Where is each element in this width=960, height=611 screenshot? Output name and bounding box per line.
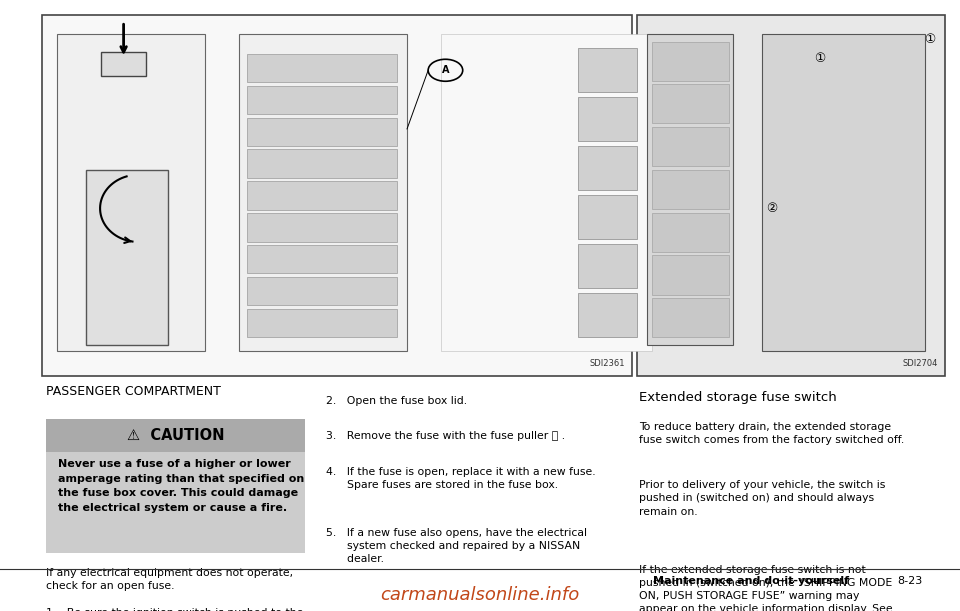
Text: 1.   Be sure the ignition switch is pushed to the
      OFF or LOCK position and: 1. Be sure the ignition switch is pushed… xyxy=(46,608,303,611)
Bar xyxy=(647,34,733,345)
Bar xyxy=(247,181,397,210)
Bar xyxy=(247,86,397,114)
Text: SDI2361: SDI2361 xyxy=(589,359,625,368)
Text: If the extended storage fuse switch is not
pushed in (switched on), the “SHIPPIN: If the extended storage fuse switch is n… xyxy=(639,565,893,611)
Bar xyxy=(652,298,729,337)
Bar xyxy=(46,419,305,452)
Bar xyxy=(652,255,729,295)
Bar xyxy=(247,54,397,82)
Bar xyxy=(42,15,632,376)
Text: ⚠  CAUTION: ⚠ CAUTION xyxy=(127,428,225,443)
Bar xyxy=(102,52,146,76)
Text: Never use a fuse of a higher or lower
amperage rating than that specified on
the: Never use a fuse of a higher or lower am… xyxy=(58,459,304,513)
Text: ①: ① xyxy=(924,33,936,46)
Bar xyxy=(441,34,652,351)
Text: A: A xyxy=(442,65,449,75)
Bar xyxy=(239,34,407,351)
Text: Maintenance and do-it-yourself: Maintenance and do-it-yourself xyxy=(653,576,849,585)
Text: Extended storage fuse switch: Extended storage fuse switch xyxy=(639,391,837,404)
Bar xyxy=(46,452,305,553)
Bar xyxy=(652,213,729,252)
Bar xyxy=(578,244,637,288)
Text: To reduce battery drain, the extended storage
fuse switch comes from the factory: To reduce battery drain, the extended st… xyxy=(639,422,904,445)
Text: 5.   If a new fuse also opens, have the electrical
      system checked and repa: 5. If a new fuse also opens, have the el… xyxy=(326,528,588,565)
Bar xyxy=(578,97,637,141)
Bar xyxy=(637,15,945,376)
Bar xyxy=(578,195,637,239)
Text: ②: ② xyxy=(766,202,778,215)
Bar xyxy=(247,213,397,241)
Bar xyxy=(652,42,729,81)
Text: 4.   If the fuse is open, replace it with a new fuse.
      Spare fuses are stor: 4. If the fuse is open, replace it with … xyxy=(326,467,596,490)
Bar xyxy=(247,150,397,178)
Bar xyxy=(86,170,168,345)
Text: carmanualsonline.info: carmanualsonline.info xyxy=(380,586,580,604)
Bar xyxy=(762,34,925,351)
Text: If any electrical equipment does not operate,
check for an open fuse.: If any electrical equipment does not ope… xyxy=(46,568,293,591)
Bar xyxy=(578,293,637,337)
Bar xyxy=(247,117,397,146)
Text: ①: ① xyxy=(814,51,825,65)
Text: SDI2704: SDI2704 xyxy=(902,359,938,368)
Bar xyxy=(247,245,397,274)
Text: 2.   Open the fuse box lid.: 2. Open the fuse box lid. xyxy=(326,396,468,406)
Bar xyxy=(652,84,729,123)
Bar xyxy=(247,309,397,337)
Bar xyxy=(652,127,729,166)
Bar xyxy=(578,146,637,190)
Bar xyxy=(247,277,397,306)
Text: 3.   Remove the fuse with the fuse puller ⓐ .: 3. Remove the fuse with the fuse puller … xyxy=(326,431,565,441)
Text: Prior to delivery of your vehicle, the switch is
pushed in (switched on) and sho: Prior to delivery of your vehicle, the s… xyxy=(639,480,886,517)
Text: 8-23: 8-23 xyxy=(898,576,923,585)
Bar xyxy=(57,34,205,351)
Bar xyxy=(652,170,729,209)
Text: PASSENGER COMPARTMENT: PASSENGER COMPARTMENT xyxy=(46,385,221,398)
Bar xyxy=(578,48,637,92)
